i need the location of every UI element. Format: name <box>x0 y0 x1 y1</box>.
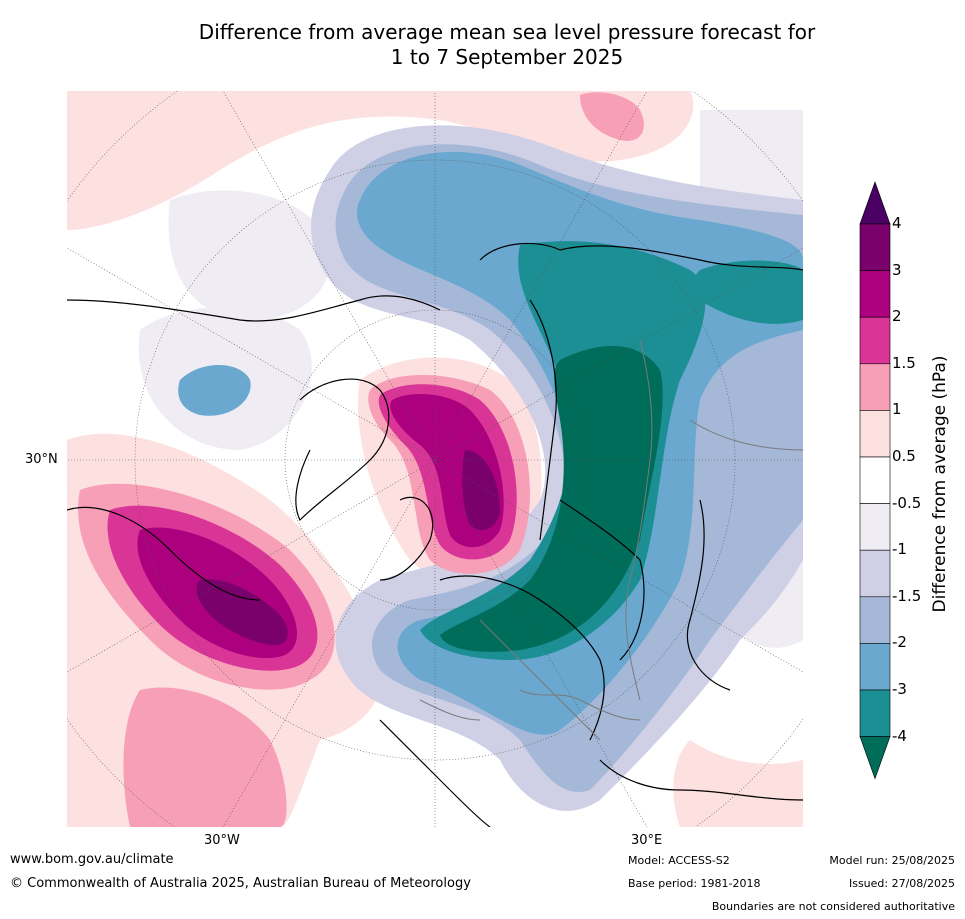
colorbar-extend-top <box>859 181 891 225</box>
coastlines <box>67 242 803 827</box>
lon-label-30e: 30°E <box>631 833 663 848</box>
colorbar-segment <box>859 689 891 737</box>
colorbar-segment <box>859 456 891 504</box>
footer-disclaimer: Boundaries are not considered authoritat… <box>711 900 955 913</box>
colorbar-segment <box>859 363 891 411</box>
anomaly-region-minus-2-west <box>178 365 251 416</box>
colorbar-segment <box>859 549 891 598</box>
colorbar-segment <box>859 410 891 458</box>
colorbar <box>859 181 891 780</box>
lat-label-30n: 30°N <box>25 452 58 467</box>
title-line-2: 1 to 7 September 2025 <box>390 45 624 69</box>
colorbar-tick-label: -0.5 <box>892 493 922 512</box>
anomaly-region-minus-3-east <box>692 260 803 324</box>
colorbar-tick-label: 2 <box>892 307 902 326</box>
anomaly-region-minus-0-5-north <box>168 190 332 320</box>
colorbar-tick-label: -2 <box>892 633 907 652</box>
country-borders <box>419 339 803 741</box>
colorbar-tick-label: -1 <box>892 540 907 559</box>
anomaly-region-plus-0-5-se <box>673 740 803 827</box>
chart-title: Difference from average mean sea level p… <box>0 20 965 70</box>
colorbar-segment <box>859 643 891 691</box>
map-plot-area <box>67 91 803 827</box>
colorbar-tick-label: 4 <box>892 214 902 232</box>
graticule <box>67 91 803 827</box>
title-line-1: Difference from average mean sea level p… <box>198 20 816 44</box>
footer-issued: Issued: 27/08/2025 <box>848 877 955 890</box>
colorbar-segment <box>859 596 891 644</box>
colorbar-segment <box>859 223 891 271</box>
colorbar-label: Difference from average (hPa) <box>930 355 950 613</box>
lon-label-30w: 30°W <box>204 833 240 848</box>
colorbar-tick-label: 1 <box>892 400 902 419</box>
anomaly-region-minus-4 <box>440 346 663 652</box>
footer-url[interactable]: www.bom.gov.au/climate <box>10 852 174 867</box>
colorbar-extend-bottom <box>859 736 891 780</box>
colorbar-segment <box>859 503 891 551</box>
colorbar-tick-label: 0.5 <box>892 447 916 465</box>
colorbar-segment <box>859 270 891 318</box>
anomaly-region-plus-0-5-north <box>67 91 694 230</box>
colorbar-tick-label: -4 <box>892 726 907 745</box>
footer-model: Model: ACCESS-S2 <box>628 854 730 867</box>
colorbar-segment <box>859 316 891 365</box>
anomaly-region-plus-1-atl-south <box>123 687 287 827</box>
colorbar-tick-label: -3 <box>892 680 907 698</box>
colorbar-tick-label: 1.5 <box>892 353 916 372</box>
colorbar-tick-label: 3 <box>892 260 902 279</box>
footer-model-run: Model run: 25/08/2025 <box>829 854 955 867</box>
anomaly-region-plus-3-atl <box>196 579 288 645</box>
anomaly-region-plus-3 <box>462 450 500 530</box>
anomaly-region-plus-1-ne <box>580 92 644 141</box>
colorbar-tick-label: -1.5 <box>892 586 922 605</box>
footer-base-period: Base period: 1981-2018 <box>628 877 761 890</box>
footer-copyright: © Commonwealth of Australia 2025, Austra… <box>10 876 471 891</box>
